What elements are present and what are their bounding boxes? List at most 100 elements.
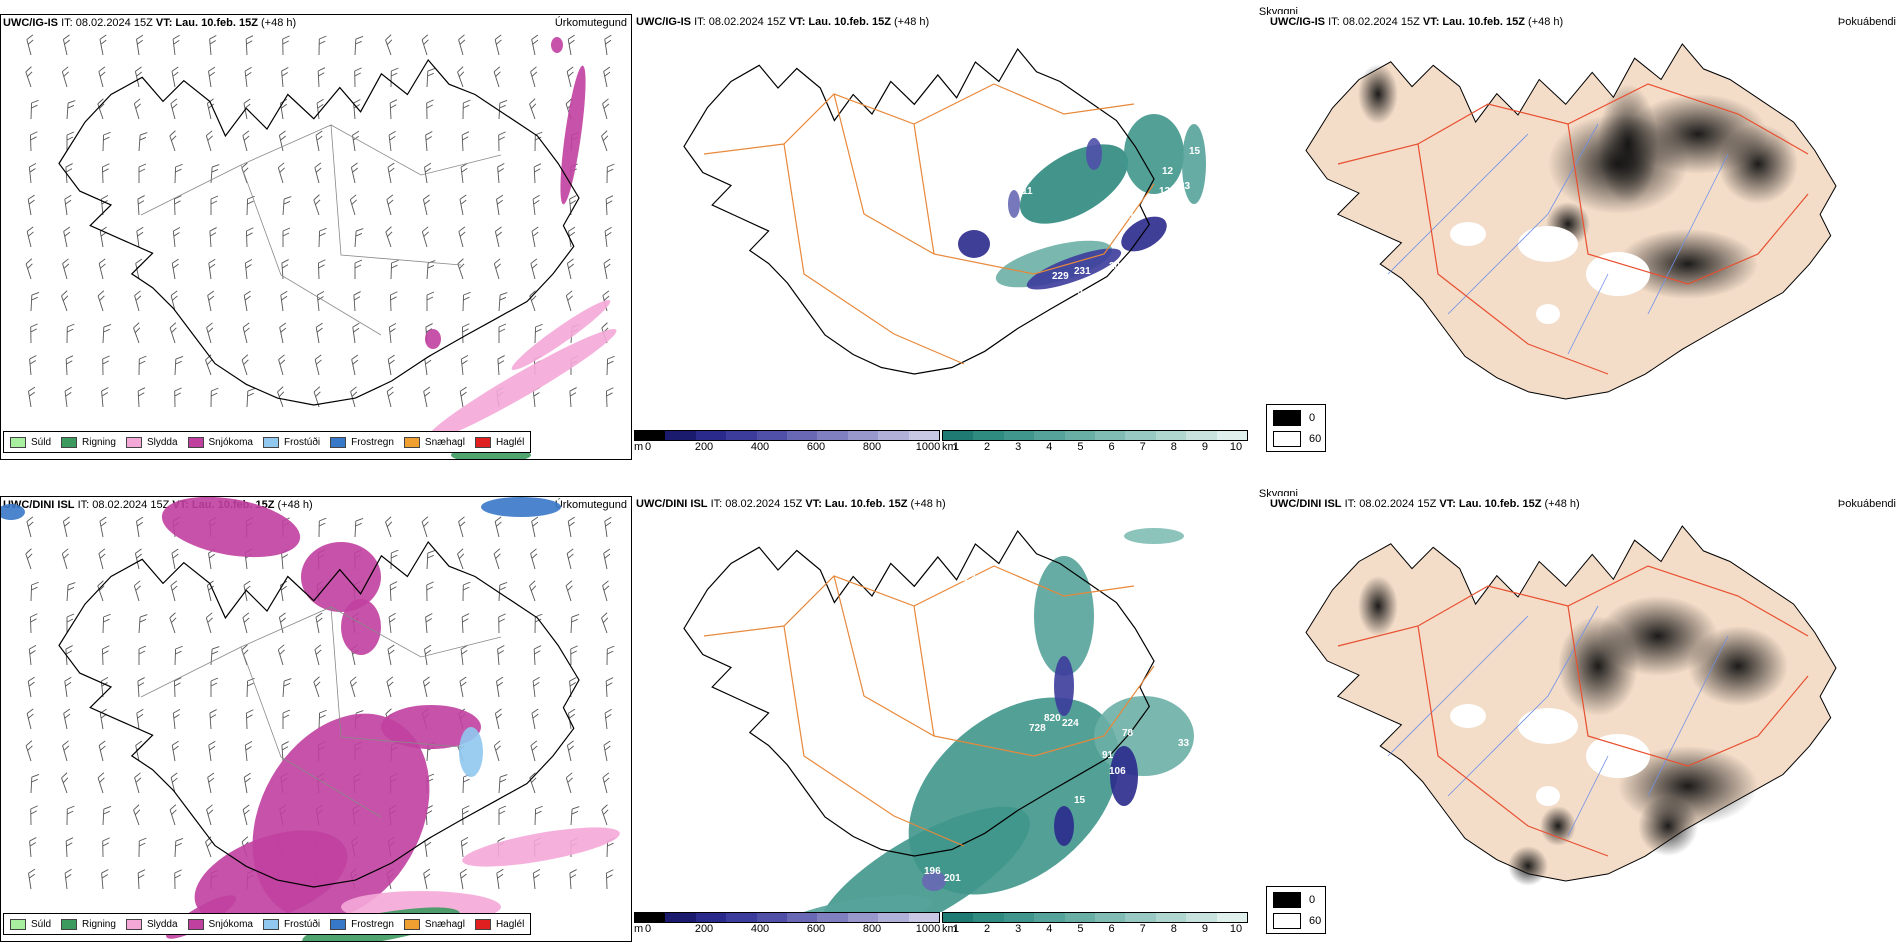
panel-product-title: Þokuábendi: [1837, 16, 1896, 28]
panel-product-title: Úrkomutegund: [554, 17, 627, 29]
legend-item: Snæhagl: [403, 436, 465, 448]
visibility-colorbar-tick: 3: [1015, 923, 1022, 935]
lead-time: (+48 h): [894, 16, 930, 28]
legend-swatch: [474, 436, 491, 448]
legend-item: Súld: [10, 436, 51, 448]
freezing-rain-area: [481, 497, 561, 517]
legend-item: Haglél: [474, 918, 524, 930]
cloud-base-colorbar-tick: 1000: [915, 923, 941, 935]
cloud-fields: [958, 114, 1206, 290]
lead-time: (+48 h): [261, 17, 297, 29]
fog-swatch-low: [1273, 913, 1301, 929]
legend-item: Snjókoma: [187, 436, 253, 448]
cloud-base-colorbar-tick: 400: [750, 441, 770, 453]
cloud-base-value: 12: [1162, 166, 1174, 177]
cloud-colorbars: m 0 200 400 600 800 1000 km 1 2 3 4 5 6 7 8 9 10: [634, 430, 1268, 456]
legend-label: Snjókoma: [208, 436, 253, 448]
cloud-base-value: 196: [924, 866, 941, 877]
lead-time: (+48 h): [1528, 16, 1564, 28]
fog-area: [1718, 124, 1798, 204]
legend-item: Rigning: [61, 918, 116, 930]
coastline: [683, 529, 1155, 857]
visibility-colorbar-tick: 4: [1046, 923, 1053, 935]
visibility-colorbar-tick: 3: [1015, 441, 1022, 453]
cloud-base-value: 15: [1074, 795, 1086, 806]
snow-area: [381, 705, 481, 749]
fog-area: [1508, 846, 1548, 886]
cloud-base-value: 201: [944, 873, 961, 884]
lead-time: (+48 h): [910, 498, 946, 510]
legend-item: Frostregn: [330, 918, 394, 930]
legend-item: Snæhagl: [403, 918, 465, 930]
init-time: IT: 08.02.2024 15Z: [77, 499, 170, 511]
cloud-base-value: 851: [1002, 583, 1019, 594]
visibility-colorbar-tick: 2: [984, 441, 991, 453]
cloud-base-colorbar: [634, 912, 940, 923]
cloud-base-value: 119: [954, 221, 971, 232]
fog-area: [1598, 84, 1658, 204]
cloud-base-value: 22: [984, 608, 996, 619]
visibility-colorbar-tick: 1: [952, 923, 960, 935]
cloud-base-value: 11: [1022, 186, 1033, 197]
model-name: UWC/IG-IS: [1270, 16, 1325, 28]
cloud-base-value: 34: [1011, 643, 1023, 654]
fog-area: [1540, 806, 1576, 846]
low-visibility-area: [1019, 144, 1129, 224]
legend-item: Slydda: [125, 436, 178, 448]
fog-swatch-high: [1273, 892, 1301, 908]
visibility-colorbar-tick: 10: [1229, 923, 1243, 935]
cloud-base-value: 224: [1062, 718, 1079, 729]
legend-label: Frostregn: [351, 918, 394, 930]
glacier: [1586, 734, 1650, 778]
coastline: [683, 47, 1155, 375]
low-visibility-area: [1124, 114, 1184, 194]
panel-product-title: Þokuábendi: [1837, 498, 1896, 510]
init-time: IT: 08.02.2024 15Z: [1328, 16, 1420, 28]
cloud-base-value: 209: [1109, 261, 1126, 272]
cloud-base-colorbar-tick: 200: [694, 441, 714, 453]
cloud-base-colorbar-tick: 600: [806, 441, 826, 453]
init-time: IT: 08.02.2024 15Z: [710, 498, 803, 510]
low-cloud-base-area: [1110, 746, 1138, 806]
roads: [703, 565, 1155, 847]
legend-swatch: [10, 918, 26, 930]
fog-area: [1358, 64, 1398, 124]
panel-header: UWC/DINI ISL IT: 08.02.2024 15Z VT: Lau.…: [1270, 498, 1580, 510]
legend-item: Frostúði: [262, 918, 320, 930]
cloud-base-colorbar-tick: 800: [862, 441, 882, 453]
glacier: [1536, 304, 1560, 324]
legend-swatch: [403, 436, 420, 448]
snow-area: [301, 542, 381, 612]
visibility-colorbar-tick: 4: [1046, 441, 1053, 453]
panel-header: UWC/IG-IS IT: 08.02.2024 15Z VT: Lau. 10…: [1270, 16, 1563, 28]
fog-legend-top: 0: [1309, 894, 1316, 906]
glacier: [1450, 704, 1486, 728]
legend-item: Frostúði: [262, 436, 320, 448]
visibility-colorbar-tick: 9: [1201, 441, 1208, 453]
cloud-base-value: 223: [959, 573, 976, 584]
snow-area: [341, 599, 381, 655]
fog-legend: 0 60: [1266, 404, 1326, 452]
visibility-colorbar-tick: 9: [1201, 923, 1208, 935]
low-cloud-base-area: [1008, 190, 1020, 218]
cloud-base-colorbar-unit: m: [634, 441, 644, 453]
legend-item: Frostregn: [330, 436, 394, 448]
snow-area: [551, 37, 563, 53]
legend-swatch: [125, 436, 142, 448]
init-time: IT: 08.02.2024 15Z: [694, 16, 786, 28]
roads: [1337, 83, 1809, 375]
cloud-base-colorbar: [634, 430, 940, 441]
fog-index-field: [1358, 64, 1798, 299]
snow-area: [425, 329, 441, 349]
precip-type-legend: Súld Rigning Slydda Snjókoma Frostúði Frostre…: [3, 913, 532, 935]
low-cloud-base-area: [1054, 656, 1074, 716]
legend-item: Haglél: [474, 436, 525, 448]
fog-swatch-high: [1273, 410, 1301, 426]
legend-label: Haglél: [495, 436, 525, 448]
legend-swatch: [262, 918, 279, 930]
panel-header: UWC/DINI ISL IT: 08.02.2024 15Z VT: Lau.…: [636, 498, 946, 510]
cloud-base-value: 23: [1179, 181, 1191, 192]
valid-time: VT: Lau. 10.feb. 15Z: [155, 17, 258, 29]
low-visibility-area: [1182, 124, 1206, 204]
fog-area: [1688, 626, 1788, 706]
